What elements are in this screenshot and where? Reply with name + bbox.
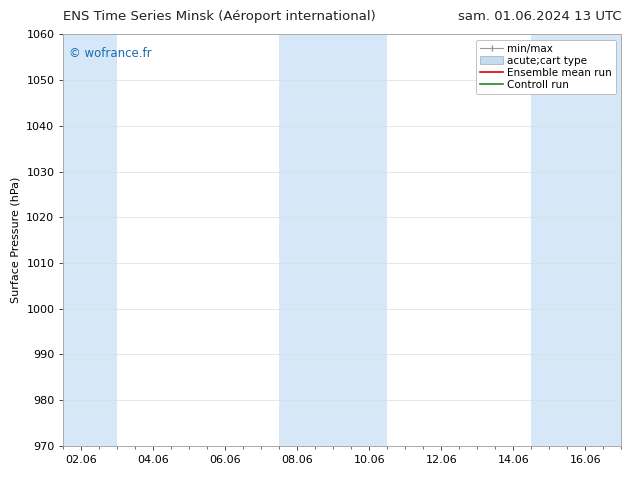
Bar — [280, 34, 387, 446]
Text: © wofrance.fr: © wofrance.fr — [69, 47, 152, 60]
Text: sam. 01.06.2024 13 UTC: sam. 01.06.2024 13 UTC — [458, 10, 621, 23]
Bar — [63, 34, 117, 446]
Bar — [531, 34, 621, 446]
Text: ENS Time Series Minsk (Aéroport international): ENS Time Series Minsk (Aéroport internat… — [63, 10, 376, 23]
Y-axis label: Surface Pressure (hPa): Surface Pressure (hPa) — [11, 177, 21, 303]
Legend: min/max, acute;cart type, Ensemble mean run, Controll run: min/max, acute;cart type, Ensemble mean … — [476, 40, 616, 94]
